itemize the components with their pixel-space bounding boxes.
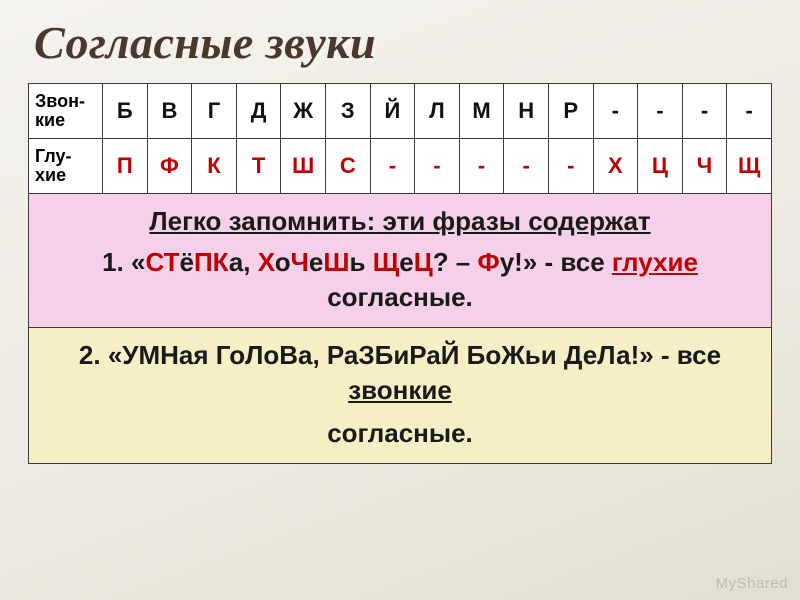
letter-cell: Й	[370, 84, 415, 139]
letter-cell: -	[727, 84, 772, 139]
letter-cell: Ф	[147, 138, 192, 193]
letter-cell: -	[682, 84, 727, 139]
letter-cell: Ш	[281, 138, 326, 193]
letter-cell: Г	[192, 84, 237, 139]
letter-cell: Щ	[727, 138, 772, 193]
memo-item-2: 2. «УМНая ГоЛоВа, РаЗБиРаЙ БоЖьи ДеЛа!» …	[29, 327, 772, 463]
letter-cell: Т	[236, 138, 281, 193]
letter-cell: Ж	[281, 84, 326, 139]
letter-cell: -	[504, 138, 549, 193]
letter-cell: -	[593, 84, 638, 139]
letter-cell: -	[548, 138, 593, 193]
letter-cell: К	[192, 138, 237, 193]
letter-cell: Б	[103, 84, 148, 139]
letter-cell: Ц	[638, 138, 683, 193]
letter-cell: -	[638, 84, 683, 139]
letter-cell: Р	[548, 84, 593, 139]
memo-lead: Легко запомнить: эти фразы содержат 1. «С…	[29, 193, 772, 327]
letter-cell: М	[459, 84, 504, 139]
letter-cell: -	[415, 138, 460, 193]
table-row: Звон-киеБВГДЖЗЙЛМНР----	[29, 84, 772, 139]
letter-cell: Н	[504, 84, 549, 139]
slide: Согласные звуки Звон-киеБВГДЖЗЙЛМНР----Г…	[0, 0, 800, 600]
row-header-voiceless: Глу-хие	[29, 138, 103, 193]
letter-cell: В	[147, 84, 192, 139]
table-row: Глу-хиеПФКТШС-----ХЦЧЩ	[29, 138, 772, 193]
consonants-table: Звон-киеБВГДЖЗЙЛМНР----Глу-хиеПФКТШС----…	[28, 83, 772, 464]
memo-lead-text: Легко запомнить: эти фразы содержат	[43, 204, 757, 239]
memo-item-2-tail: согласные.	[43, 416, 757, 451]
letter-cell: З	[325, 84, 370, 139]
watermark: MyShared	[716, 575, 788, 592]
letter-cell: Л	[415, 84, 460, 139]
row-header-voiced: Звон-кие	[29, 84, 103, 139]
letter-cell: С	[325, 138, 370, 193]
letter-cell: Ч	[682, 138, 727, 193]
letter-cell: -	[459, 138, 504, 193]
letter-cell: П	[103, 138, 148, 193]
page-title: Согласные звуки	[34, 16, 772, 69]
letter-cell: -	[370, 138, 415, 193]
letter-cell: Д	[236, 84, 281, 139]
letter-cell: Х	[593, 138, 638, 193]
memo-item-1: 1. «СТёПКа, ХоЧеШь ЩеЦ? – Фу!» - все глу…	[43, 245, 757, 315]
